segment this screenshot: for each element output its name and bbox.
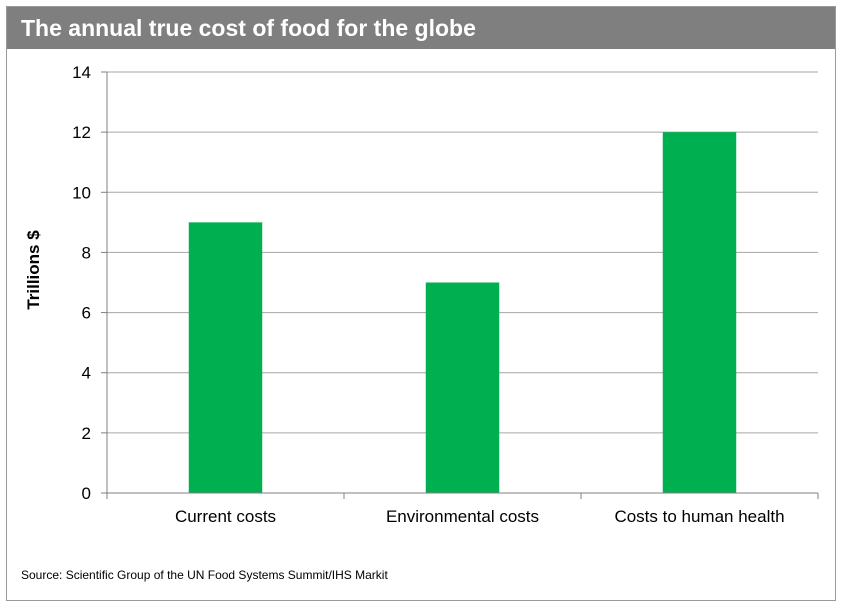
y-axis-label: Trillions $ bbox=[24, 230, 43, 310]
y-tick-label: 8 bbox=[82, 243, 91, 262]
bar-environmental-costs bbox=[425, 282, 500, 493]
source-note: Source: Scientific Group of the UN Food … bbox=[21, 568, 388, 582]
title-bar: The annual true cost of food for the glo… bbox=[7, 7, 835, 49]
y-tick-label: 6 bbox=[82, 304, 91, 323]
bars bbox=[188, 132, 737, 493]
y-tick-label: 12 bbox=[72, 123, 91, 142]
x-tick-label: Costs to human health bbox=[614, 507, 784, 526]
y-tick-label: 14 bbox=[72, 63, 91, 82]
y-tick-label: 0 bbox=[82, 484, 91, 503]
bar-current-costs bbox=[188, 222, 263, 493]
labels: 0 2 4 6 8 10 12 14 Current costs Environmental co… bbox=[72, 63, 784, 526]
y-tick-label: 10 bbox=[72, 183, 91, 202]
chart-title: The annual true cost of food for the glo… bbox=[21, 15, 476, 41]
y-tick-label: 2 bbox=[82, 424, 91, 443]
axes bbox=[101, 71, 819, 499]
bar-costs-to-human-health bbox=[662, 132, 737, 493]
x-tick-label: Current costs bbox=[175, 507, 276, 526]
y-tick-label: 4 bbox=[82, 364, 91, 383]
x-tick-label: Environmental costs bbox=[386, 507, 539, 526]
